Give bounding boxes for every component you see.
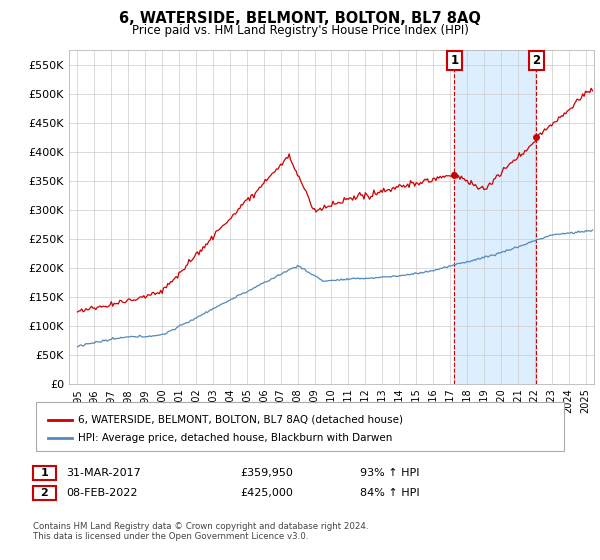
Text: 31-MAR-2017: 31-MAR-2017 (66, 468, 141, 478)
Text: Price paid vs. HM Land Registry's House Price Index (HPI): Price paid vs. HM Land Registry's House … (131, 24, 469, 36)
Text: 6, WATERSIDE, BELMONT, BOLTON, BL7 8AQ: 6, WATERSIDE, BELMONT, BOLTON, BL7 8AQ (119, 11, 481, 26)
Text: 1: 1 (41, 468, 48, 478)
Text: 93% ↑ HPI: 93% ↑ HPI (360, 468, 419, 478)
Text: 2: 2 (41, 488, 48, 498)
Text: 1: 1 (450, 54, 458, 67)
Text: 84% ↑ HPI: 84% ↑ HPI (360, 488, 419, 498)
Bar (454, 50, 536, 384)
Text: 2: 2 (532, 54, 541, 67)
Text: £425,000: £425,000 (240, 488, 293, 498)
Text: 6, WATERSIDE, BELMONT, BOLTON, BL7 8AQ (detached house): 6, WATERSIDE, BELMONT, BOLTON, BL7 8AQ (… (78, 415, 403, 425)
Text: £359,950: £359,950 (240, 468, 293, 478)
Text: HPI: Average price, detached house, Blackburn with Darwen: HPI: Average price, detached house, Blac… (78, 433, 392, 444)
Text: 08-FEB-2022: 08-FEB-2022 (66, 488, 137, 498)
Text: Contains HM Land Registry data © Crown copyright and database right 2024.
This d: Contains HM Land Registry data © Crown c… (33, 522, 368, 542)
